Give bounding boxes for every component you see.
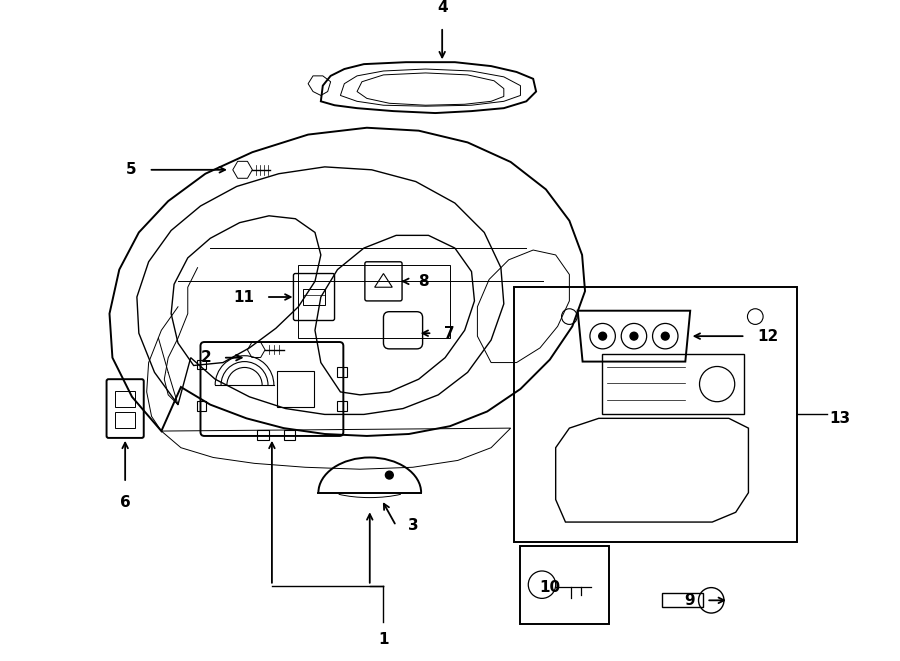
- Circle shape: [630, 332, 638, 340]
- Text: 11: 11: [233, 290, 255, 305]
- Bar: [662, 594, 704, 607]
- Bar: [298, 264, 450, 338]
- Bar: [602, 354, 743, 414]
- Text: 5: 5: [126, 163, 137, 177]
- Bar: [115, 391, 135, 407]
- Bar: [115, 412, 135, 428]
- Text: 13: 13: [830, 411, 850, 426]
- Text: 3: 3: [408, 518, 418, 533]
- Bar: [284, 430, 295, 440]
- Text: 10: 10: [539, 580, 561, 595]
- Text: 9: 9: [684, 593, 695, 608]
- Circle shape: [385, 471, 393, 479]
- Bar: [514, 288, 797, 541]
- Bar: [257, 430, 269, 440]
- Bar: [196, 360, 206, 369]
- Text: 6: 6: [120, 494, 130, 510]
- Bar: [277, 371, 314, 407]
- Text: 7: 7: [444, 326, 454, 340]
- Text: 12: 12: [757, 329, 778, 344]
- Circle shape: [662, 332, 670, 340]
- Bar: [338, 401, 347, 410]
- Bar: [303, 289, 325, 305]
- Circle shape: [598, 332, 607, 340]
- Bar: [196, 401, 206, 410]
- Bar: [338, 368, 347, 377]
- Text: 1: 1: [378, 632, 389, 647]
- Bar: [520, 545, 608, 624]
- Text: 2: 2: [201, 350, 212, 365]
- Text: 8: 8: [418, 274, 428, 289]
- Text: 4: 4: [436, 0, 447, 15]
